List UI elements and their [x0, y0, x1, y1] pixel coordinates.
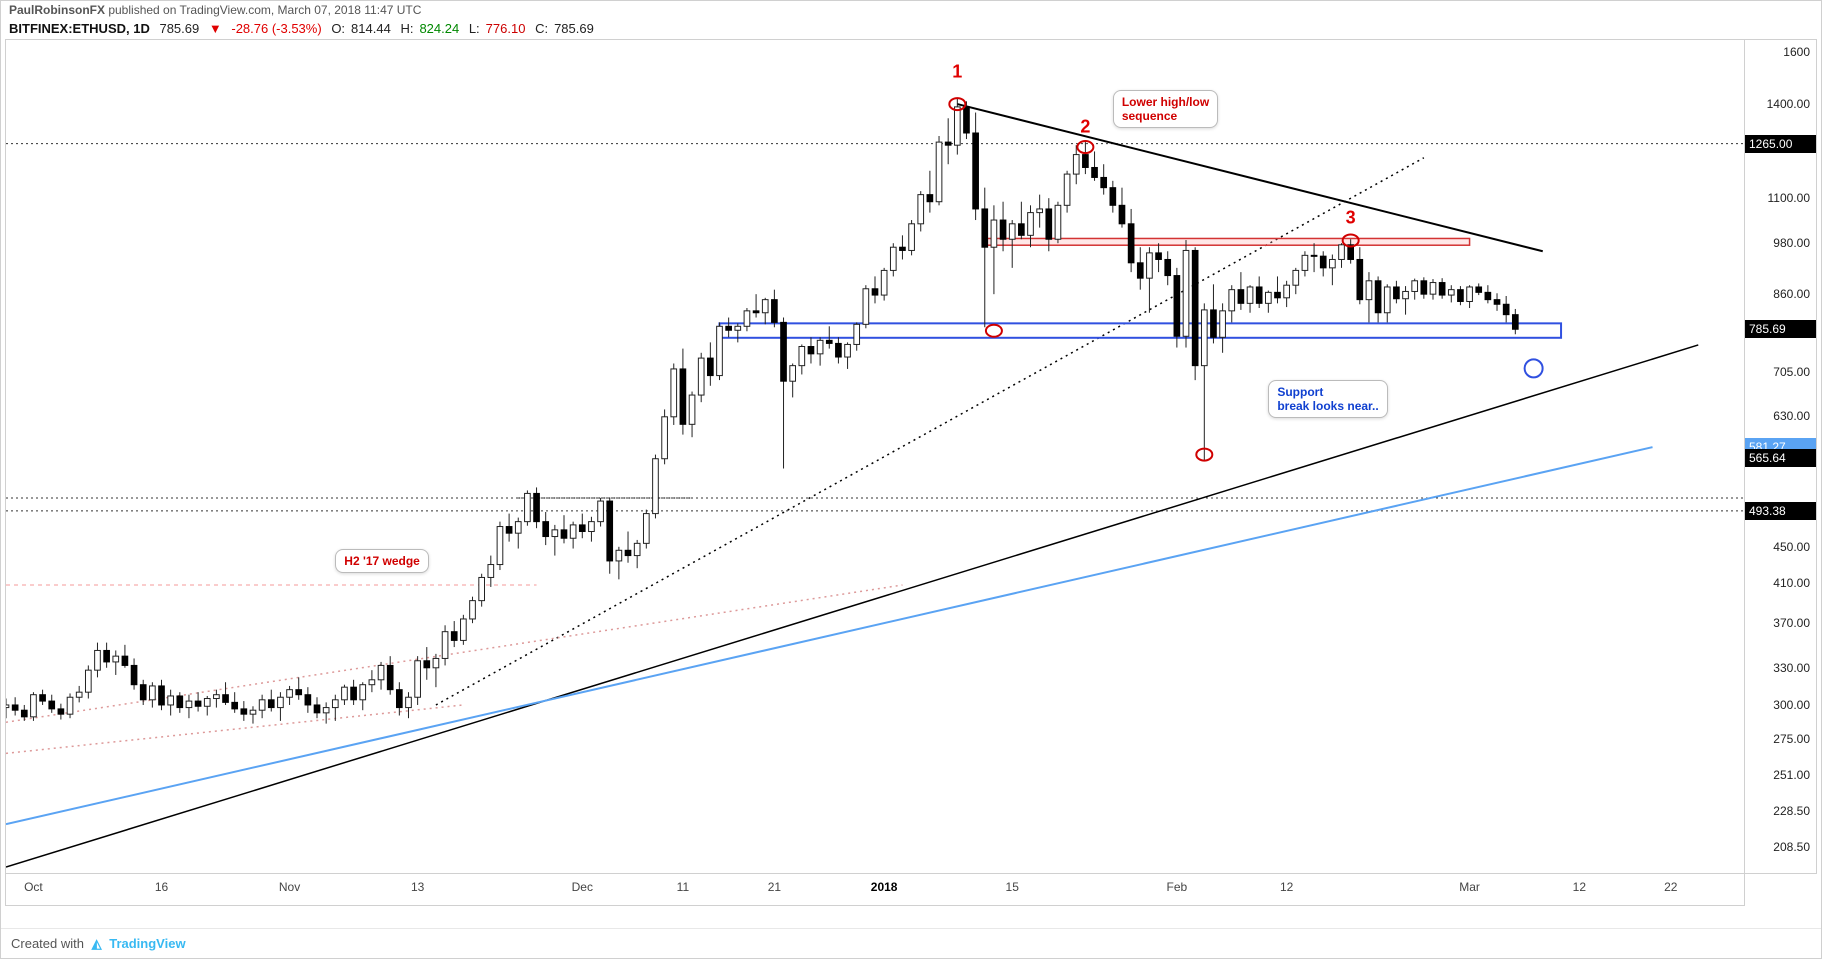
- publish-header: PaulRobinsonFX published on TradingView.…: [1, 1, 1821, 19]
- x-tick: Feb: [1167, 880, 1188, 894]
- y-tick: 330.00: [1773, 661, 1810, 675]
- footer-prefix: Created with: [11, 936, 88, 951]
- y-tick: 228.50: [1773, 804, 1810, 818]
- y-tick: 275.00: [1773, 732, 1810, 746]
- l-val: 776.10: [486, 21, 526, 36]
- x-tick: 16: [155, 880, 168, 894]
- x-tick: Mar: [1459, 880, 1480, 894]
- c-val: 785.69: [554, 21, 594, 36]
- peak-label: 3: [1346, 208, 1356, 229]
- x-tick: 13: [411, 880, 424, 894]
- o-label: O:: [331, 21, 345, 36]
- chart-area[interactable]: H2 '17 wedge Lower high/low sequence Suppo…: [5, 39, 1745, 874]
- publish-suffix: published on TradingView.com, March 07, …: [105, 3, 421, 17]
- y-tick: 300.00: [1773, 698, 1810, 712]
- change: -28.76 (-3.53%): [231, 21, 321, 36]
- x-tick: 15: [1006, 880, 1019, 894]
- author-name: PaulRobinsonFX: [9, 3, 105, 17]
- x-tick: 11: [677, 880, 689, 894]
- peak-label: 2: [1080, 117, 1090, 138]
- y-tick: 370.00: [1773, 616, 1810, 630]
- down-arrow-icon: ▼: [209, 21, 222, 36]
- x-tick: 22: [1664, 880, 1677, 894]
- y-tick: 410.00: [1773, 576, 1810, 590]
- x-tick: 2018: [871, 880, 898, 894]
- h-val: 824.24: [419, 21, 459, 36]
- xので-axis[interactable]: Oct 16 Nov 13 Dec 11 21 2018 15 Feb 12 Mar 12 22: [5, 874, 1745, 906]
- tradingview-logo-icon: ◭: [92, 936, 102, 951]
- x-tick: 21: [768, 880, 781, 894]
- brand-name: TradingView: [109, 936, 185, 951]
- price-flag: 565.64: [1745, 449, 1816, 467]
- x-tick: Oct: [24, 880, 43, 894]
- y-axis[interactable]: 1600 1400.00 1265.00 1100.00 980.00 860.00 785…: [1745, 39, 1817, 874]
- x-tick: Dec: [572, 880, 593, 894]
- x-tick: 12: [1573, 880, 1586, 894]
- price-flag: 493.38: [1745, 502, 1816, 520]
- footer: Created with ◭ TradingView: [1, 928, 1821, 958]
- y-tick: 1400.00: [1767, 97, 1810, 111]
- y-tick: 1100.00: [1768, 191, 1811, 205]
- y-tick: 1600: [1783, 45, 1810, 59]
- y-tick: 630.00: [1773, 409, 1810, 423]
- y-tick: 980.00: [1773, 236, 1810, 250]
- callout: Support break looks near..: [1268, 380, 1387, 418]
- h-label: H:: [400, 21, 413, 36]
- y-tick: 860.00: [1773, 287, 1810, 301]
- price-flag: 785.69: [1745, 320, 1816, 338]
- callout: Lower high/low sequence: [1113, 90, 1218, 128]
- symbol: BITFINEX:ETHUSD, 1D: [9, 21, 150, 36]
- chart-svg: [6, 40, 1744, 873]
- y-tick: 450.00: [1773, 540, 1810, 554]
- last-price: 785.69: [159, 21, 199, 36]
- y-tick: 251.00: [1773, 768, 1810, 782]
- price-flag: 1265.00: [1745, 135, 1816, 153]
- peak-label: 1: [952, 62, 962, 83]
- y-tick: 208.50: [1773, 840, 1810, 854]
- ohlc-bar: BITFINEX:ETHUSD, 1D 785.69 ▼ -28.76 (-3.…: [1, 19, 1821, 39]
- y-tick: 705.00: [1773, 365, 1810, 379]
- x-tick: Nov: [279, 880, 300, 894]
- l-label: L:: [469, 21, 480, 36]
- c-label: C:: [535, 21, 548, 36]
- o-val: 814.44: [351, 21, 391, 36]
- x-tick: 12: [1280, 880, 1293, 894]
- callout: H2 '17 wedge: [335, 549, 429, 573]
